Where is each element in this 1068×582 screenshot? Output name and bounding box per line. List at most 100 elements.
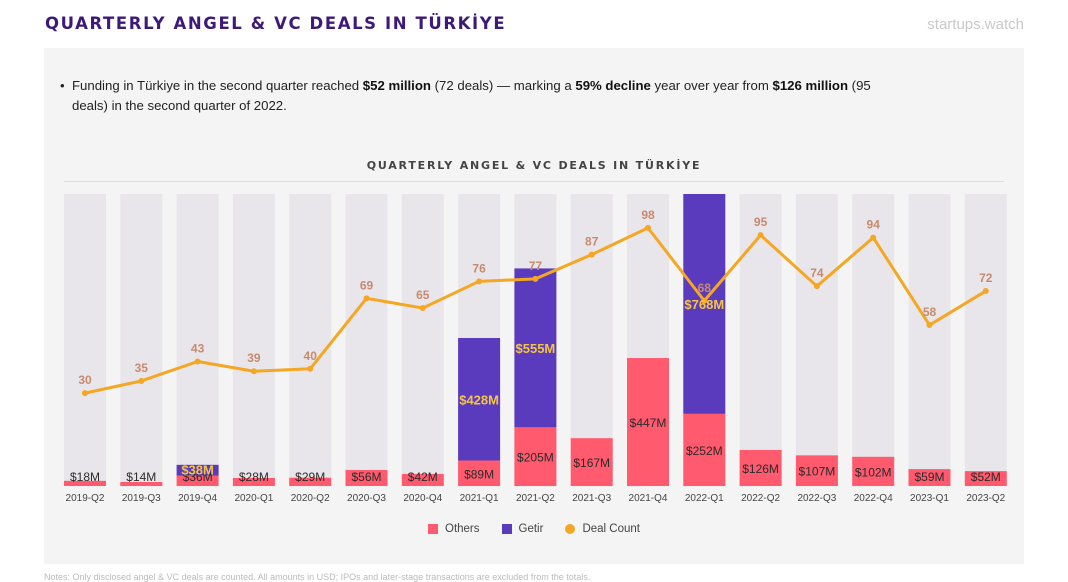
- deal-count-label: 39: [247, 351, 261, 365]
- bar-getir: [514, 268, 557, 428]
- deal-count-point: [82, 390, 88, 397]
- x-tick-label: 2022-Q1: [685, 493, 724, 504]
- getir-value-label: $38M: [181, 463, 214, 478]
- x-tick-label: 2023-Q2: [966, 493, 1005, 504]
- bar-background: [176, 194, 219, 486]
- page-title: QUARTERLY ANGEL & VC DEALS IN TÜRKİYE: [45, 14, 507, 33]
- bar-background: [120, 194, 163, 486]
- summary-emphasis: $126 million: [772, 78, 849, 93]
- deal-count-point: [813, 283, 820, 290]
- deals-chart: $18M 30 2019-Q2 $14M 35 2019-Q3 $36M$38M 43 2019…: [64, 194, 1007, 504]
- chart-title: QUARTERLY ANGEL & VC DEALS IN TÜRKİYE: [366, 159, 702, 172]
- bar-getir: [176, 464, 219, 476]
- x-tick-label: 2023-Q1: [910, 493, 949, 504]
- summary-part: year over year from: [650, 78, 773, 93]
- legend-swatch-deal-count: [565, 524, 576, 534]
- bar-others: [627, 358, 669, 486]
- bar-others: [514, 427, 557, 486]
- x-tick-label: 2022-Q3: [797, 493, 836, 504]
- bar-background: [64, 194, 106, 486]
- bar-background: [964, 194, 1007, 486]
- summary-emphasis: $52 million: [362, 78, 431, 93]
- summary-text: • Funding in Türkiye in the second quart…: [60, 76, 880, 116]
- bar-value-label: $36M: [183, 470, 213, 484]
- bar-others: [289, 477, 332, 486]
- deal-count-label: 35: [135, 361, 149, 375]
- bar-value-label: $14M: [126, 470, 156, 484]
- bar-value-label: $447M: [630, 416, 667, 430]
- bar-background: [570, 194, 613, 486]
- bar-background: [289, 194, 332, 486]
- getir-value-label: $555M: [516, 341, 556, 356]
- bar-others: [232, 477, 275, 486]
- deal-count-point: [138, 377, 145, 384]
- footnote: Notes: Only disclosed angel & VC deals a…: [44, 572, 591, 582]
- getir-value-label: $428M: [459, 392, 499, 407]
- deal-count-point: [701, 297, 708, 304]
- deal-count-label: 76: [472, 261, 486, 275]
- bar-others: [739, 449, 782, 486]
- deal-count-point: [194, 358, 201, 365]
- bar-value-label: $52M: [971, 470, 1001, 484]
- deal-count-point: [645, 224, 651, 231]
- deal-count-point: [588, 251, 595, 258]
- deal-count-label: 72: [979, 271, 993, 285]
- legend-label: Getir: [518, 523, 544, 535]
- bar-value-label: $29M: [295, 470, 325, 484]
- bar-value-label: $56M: [351, 470, 381, 484]
- x-tick-label: 2020-Q1: [234, 493, 273, 504]
- bar-others: [908, 469, 951, 486]
- deal-count-point: [250, 368, 257, 375]
- deal-count-label: 30: [78, 373, 92, 387]
- bar-value-label: $252M: [686, 444, 723, 458]
- bar-others: [683, 413, 726, 486]
- legend-item-getir[interactable]: Getir: [501, 523, 544, 535]
- x-tick-label: 2021-Q2: [516, 493, 555, 504]
- bar-others: [795, 455, 838, 486]
- x-tick-label: 2019-Q3: [122, 493, 161, 504]
- deal-count-label: 98: [641, 208, 655, 222]
- brand-logo[interactable]: startups.watch: [927, 16, 1024, 33]
- bar-background: [739, 194, 782, 486]
- bar-value-label: $205M: [517, 451, 554, 465]
- bar-value-label: $42M: [408, 470, 438, 484]
- deal-count-label: 87: [585, 235, 599, 249]
- deal-count-label: 95: [754, 215, 768, 229]
- chart-panel: • Funding in Türkiye in the second quart…: [44, 48, 1024, 564]
- deal-count-label: 40: [304, 349, 318, 363]
- summary-paragraph: Funding in Türkiye in the second quarter…: [72, 76, 880, 116]
- legend-swatch-others: [428, 524, 438, 534]
- bar-background: [852, 194, 895, 486]
- deal-count-label: 58: [923, 305, 937, 319]
- x-tick-label: 2021-Q3: [572, 493, 611, 504]
- legend-label: Others: [445, 523, 480, 535]
- legend-item-deal-count[interactable]: Deal Count: [565, 523, 640, 535]
- deal-count-point: [982, 288, 989, 295]
- x-tick-label: 2020-Q2: [291, 493, 330, 504]
- bar-others: [401, 473, 444, 486]
- bar-value-label: $102M: [855, 465, 892, 479]
- legend-label: Deal Count: [582, 523, 640, 535]
- summary-part: Funding in Türkiye in the second quarter…: [72, 78, 363, 93]
- deal-count-label: 74: [810, 266, 824, 280]
- summary-part: (95 deals) in the second quarter of 2022…: [72, 78, 871, 113]
- deal-count-point: [870, 234, 877, 241]
- legend-item-others[interactable]: Others: [428, 523, 480, 535]
- deal-count-point: [307, 365, 314, 372]
- legend-swatch-getir: [501, 524, 512, 534]
- deal-count-point: [926, 322, 933, 329]
- summary-emphasis: 59% decline: [575, 78, 651, 93]
- bar-value-label: $107M: [799, 465, 836, 479]
- title-divider: [64, 181, 1004, 182]
- bar-others: [120, 481, 163, 486]
- bar-value-label: $126M: [742, 462, 779, 476]
- summary-part: (72 deals) — marking a: [430, 78, 576, 93]
- deal-count-label: 94: [867, 218, 881, 232]
- bar-getir: [458, 337, 501, 461]
- x-tick-label: 2020-Q3: [347, 493, 386, 504]
- x-tick-label: 2020-Q4: [403, 493, 442, 504]
- x-tick-label: 2022-Q4: [854, 493, 893, 504]
- deal-count-label: 65: [416, 288, 430, 302]
- x-tick-label: 2019-Q2: [66, 493, 105, 504]
- bar-others: [458, 460, 501, 486]
